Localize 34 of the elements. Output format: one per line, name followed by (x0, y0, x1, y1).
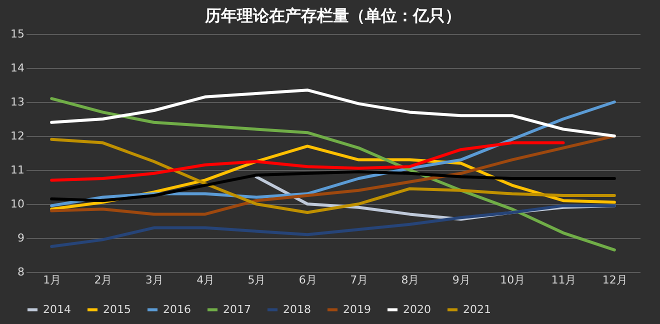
chart-title: 历年理论在产存栏量（单位：亿只） (204, 6, 461, 25)
legend-label: 2015 (103, 302, 131, 316)
legend-label: 2014 (43, 302, 71, 316)
x-tick-label: 10月 (500, 274, 526, 286)
line-series (50, 170, 616, 202)
y-tick-label: 9 (18, 232, 24, 244)
x-tick-label: 5月 (248, 274, 266, 286)
y-tick-label: 10 (10, 198, 24, 210)
y-tick-label: 13 (10, 96, 24, 108)
legend-label: 2018 (283, 302, 311, 316)
legend-label: 2017 (223, 302, 251, 316)
legend-label: 2020 (403, 302, 431, 316)
x-tick-label: 2月 (94, 274, 112, 286)
y-tick-label: 12 (10, 130, 24, 142)
x-tick-label: 12月 (602, 274, 628, 286)
line-series (50, 141, 565, 182)
x-tick-label: 6月 (298, 274, 317, 286)
legend-label: 2021 (463, 302, 491, 316)
y-tick-label: 14 (10, 62, 24, 74)
y-tick-label: 15 (10, 28, 24, 40)
line-series (50, 204, 616, 248)
legend-label: 2016 (163, 302, 191, 316)
y-tick-label: 8 (18, 266, 24, 278)
x-tick-label: 1月 (43, 274, 62, 286)
legend-label: 2019 (343, 302, 371, 316)
x-tick-label: 4月 (196, 274, 215, 286)
y-tick-label: 11 (10, 164, 24, 176)
line-series (50, 97, 616, 252)
x-tick-label: 11月 (551, 274, 576, 286)
x-tick-label: 3月 (145, 274, 164, 286)
x-tick-label: 9月 (452, 274, 470, 286)
x-tick-label: 7月 (350, 274, 368, 286)
x-tick-label: 8月 (401, 274, 420, 286)
line-series (50, 88, 616, 138)
